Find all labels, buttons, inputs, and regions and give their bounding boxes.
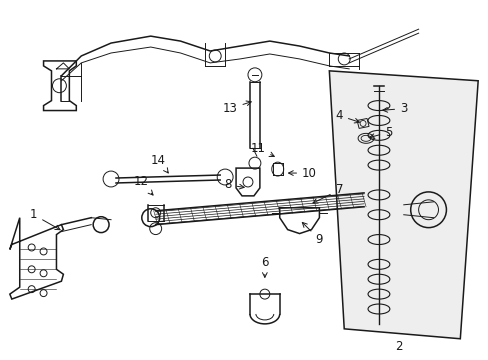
Text: 5: 5 [369,126,392,139]
Text: 9: 9 [302,222,323,246]
Text: 11: 11 [250,142,274,157]
Text: 1: 1 [30,208,60,230]
Polygon shape [328,71,477,339]
Text: 4: 4 [335,109,359,123]
Text: 12: 12 [133,175,153,195]
Text: 7: 7 [312,184,342,203]
Text: 8: 8 [224,179,244,192]
Text: 6: 6 [261,256,268,277]
Text: 13: 13 [222,101,251,115]
Text: 10: 10 [288,167,316,180]
Text: 2: 2 [394,340,402,353]
Text: 3: 3 [382,102,407,115]
Text: 14: 14 [151,154,168,173]
